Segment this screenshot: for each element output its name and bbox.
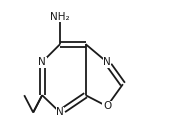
Text: N: N	[56, 108, 64, 117]
Text: NH₂: NH₂	[50, 12, 70, 22]
Text: O: O	[103, 101, 111, 111]
Text: N: N	[103, 57, 111, 67]
Text: N: N	[38, 57, 46, 67]
